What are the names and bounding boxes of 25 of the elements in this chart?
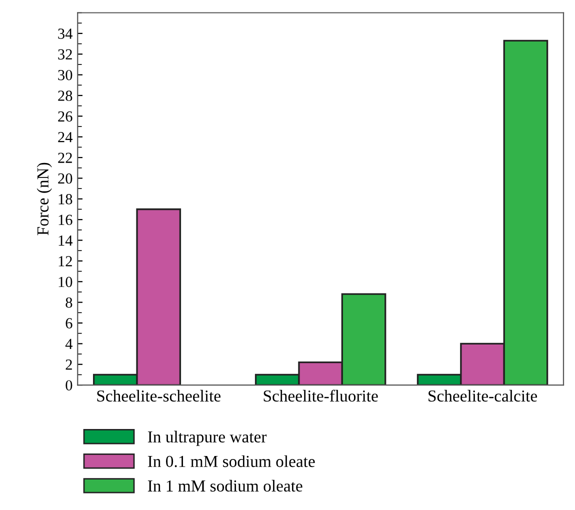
x-tick-label: Scheelite-calcite <box>428 390 537 402</box>
y-tick-label: 8 <box>66 297 72 308</box>
y-tick-label: 16 <box>58 214 72 226</box>
legend-label: In ultrapure water <box>148 430 267 446</box>
y-tick-label: 20 <box>58 173 72 184</box>
y-axis-title: Force (nN) <box>36 162 52 236</box>
legend-label: In 0.1 mM sodium oleate <box>148 455 315 468</box>
y-tick-label: 18 <box>58 194 72 204</box>
y-tick-label: 28 <box>58 90 72 101</box>
y-tick-label: 12 <box>58 256 72 266</box>
y-tick-label: 6 <box>66 318 72 328</box>
y-tick-label: 4 <box>65 338 73 349</box>
y-tick-label: 14 <box>58 235 73 246</box>
y-tick-label: 24 <box>58 132 73 142</box>
legend-label: In 1 mM sodium oleate <box>148 480 302 492</box>
y-tick-label: 34 <box>58 28 73 39</box>
y-tick-label: 22 <box>58 152 72 163</box>
x-tick-label: Scheelite-scheelite <box>97 390 220 402</box>
y-tick-label: 26 <box>58 111 72 122</box>
y-tick-label: 0 <box>66 380 72 390</box>
y-tick-label: 10 <box>58 276 72 288</box>
y-tick-label: 30 <box>58 70 72 80</box>
x-tick-label: Scheelite-fluorite <box>264 390 378 402</box>
y-tick-label: 32 <box>58 49 72 60</box>
y-tick-label: 2 <box>66 360 72 370</box>
